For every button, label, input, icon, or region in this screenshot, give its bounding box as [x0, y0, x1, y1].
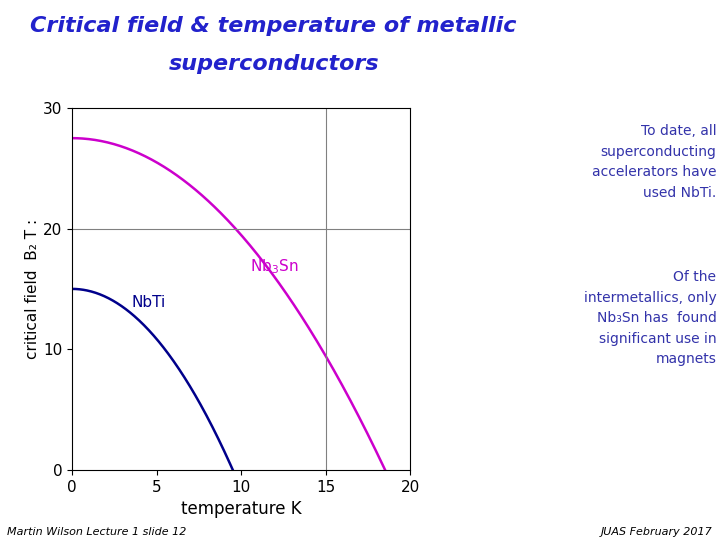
Text: To date, all
superconducting
accelerators have
used NbTi.: To date, all superconducting accelerator…	[592, 124, 716, 200]
Y-axis label: critical field  B₂ T :: critical field B₂ T :	[25, 219, 40, 359]
X-axis label: temperature K: temperature K	[181, 500, 302, 518]
Text: Of the
intermetallics, only
Nb₃Sn has  found
significant use in
magnets: Of the intermetallics, only Nb₃Sn has fo…	[584, 270, 716, 367]
Text: Nb$_3$Sn: Nb$_3$Sn	[250, 257, 298, 275]
Text: JUAS February 2017: JUAS February 2017	[601, 527, 713, 537]
Text: Martin Wilson Lecture 1 slide 12: Martin Wilson Lecture 1 slide 12	[7, 527, 186, 537]
Text: Critical field & temperature of metallic: Critical field & temperature of metallic	[30, 16, 517, 36]
Text: NbTi: NbTi	[131, 295, 166, 310]
Text: superconductors: superconductors	[168, 54, 379, 74]
